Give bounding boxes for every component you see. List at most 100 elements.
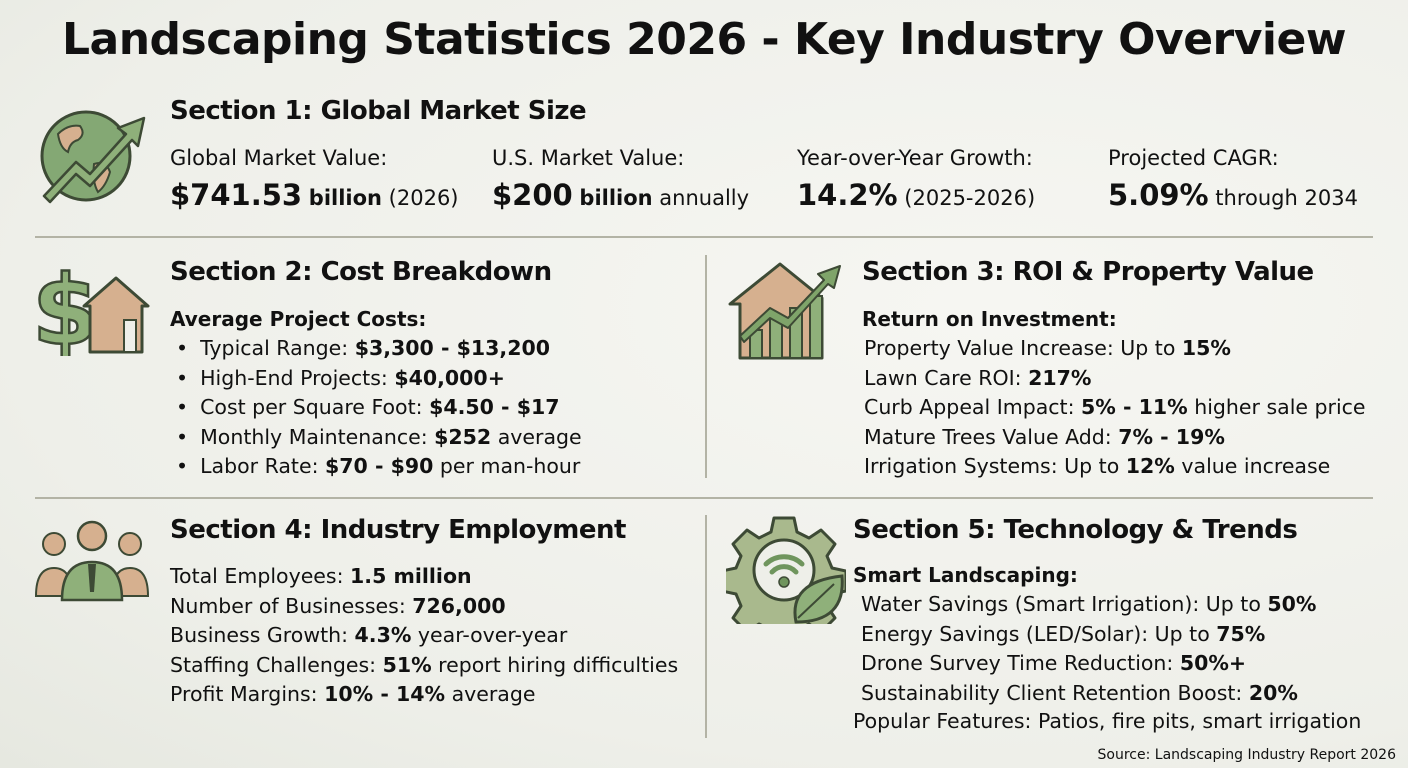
item-label: Drone Survey Time Reduction: <box>861 651 1180 676</box>
item-label: Monthly Maintenance: <box>200 424 435 449</box>
list-item: Labor Rate: $70 - $90 per man-hour <box>176 452 582 482</box>
item-value: 1.5 million <box>350 564 472 588</box>
item-value: 50%+ <box>1179 651 1247 676</box>
item-label: Lawn Care ROI: <box>864 365 1029 390</box>
item-label: Labor Rate: <box>200 454 326 479</box>
item-label: Staffing Challenges: <box>170 652 383 677</box>
section4-heading: Section 4: Industry Employment <box>170 515 626 545</box>
item-value: 75% <box>1216 621 1266 646</box>
section5-heading: Section 5: Technology & Trends <box>853 515 1298 545</box>
stat-value: 14.2% (2025-2026) <box>797 178 1035 212</box>
stat-value: $200 billion annually <box>492 178 749 212</box>
list-item: Energy Savings (LED/Solar): Up to 75% <box>861 620 1316 650</box>
divider <box>35 497 1373 499</box>
stat-label: Year-over-Year Growth: <box>797 146 1033 170</box>
item-label: High-End Projects: <box>200 365 395 390</box>
list-item: Profit Margins: 10% - 14% average <box>170 680 678 710</box>
stat-note: annually <box>659 186 750 210</box>
item-value: 51% <box>382 652 432 677</box>
stat-label: Projected CAGR: <box>1108 146 1279 170</box>
item-label: Total Employees: <box>170 564 351 588</box>
section2-heading: Section 2: Cost Breakdown <box>170 257 552 287</box>
globe-growth-arrow-icon <box>40 110 146 204</box>
list-item: Sustainability Client Retention Boost: 2… <box>861 679 1316 709</box>
item-value: 4.3% <box>354 623 412 648</box>
source-note: Source: Landscaping Industry Report 2026 <box>1097 747 1396 763</box>
house-bar-chart-icon <box>728 262 841 360</box>
item-value: 12% <box>1125 454 1175 479</box>
dollar-house-icon: $ <box>32 256 150 356</box>
item-suffix: per man-hour <box>433 454 581 479</box>
item-label: Sustainability Client Retention Boost: <box>861 680 1249 705</box>
stat-value: 5.09% through 2034 <box>1108 178 1358 212</box>
item-suffix: average <box>445 682 536 707</box>
list-item: Irrigation Systems: Up to 12% value incr… <box>864 452 1366 482</box>
item-label: Property Value Increase: Up to <box>864 336 1182 360</box>
item-value: $252 <box>434 424 492 449</box>
list-item: Cost per Square Foot: $4.50 - $17 <box>176 393 582 423</box>
section5-subheading: Smart Landscaping: <box>853 563 1078 587</box>
item-label: Business Growth: <box>170 623 355 648</box>
item-value: 20% <box>1248 680 1298 705</box>
item-value: 50% <box>1267 592 1317 616</box>
item-value: 7% - 19% <box>1118 424 1225 449</box>
section1-heading: Section 1: Global Market Size <box>170 96 587 126</box>
gear-wifi-leaf-icon <box>726 516 846 624</box>
list-item: Curb Appeal Impact: 5% - 11% higher sale… <box>864 393 1366 423</box>
stat-number: $200 <box>492 178 573 212</box>
stat-unit: billion <box>579 186 653 210</box>
item-suffix: average <box>491 424 582 449</box>
stat-note: (2026) <box>388 186 459 210</box>
stat-number: 14.2% <box>797 178 898 212</box>
item-label: Profit Margins: <box>170 682 325 707</box>
item-label: Irrigation Systems: Up to <box>864 454 1126 479</box>
list-item: Business Growth: 4.3% year-over-year <box>170 621 678 651</box>
item-value: 15% <box>1181 336 1231 360</box>
item-label: Energy Savings (LED/Solar): Up to <box>861 621 1217 646</box>
item-suffix: value increase <box>1174 454 1331 479</box>
item-value: $4.50 - $17 <box>429 395 560 420</box>
people-group-icon <box>34 520 150 602</box>
list-item: Drone Survey Time Reduction: 50%+ <box>861 649 1316 679</box>
stat-unit: billion <box>308 186 382 210</box>
list-item: Water Savings (Smart Irrigation): Up to … <box>861 590 1316 620</box>
item-suffix: report hiring difficulties <box>431 652 679 677</box>
section3-subheading: Return on Investment: <box>862 307 1117 331</box>
divider <box>35 236 1373 238</box>
item-label: Water Savings (Smart Irrigation): Up to <box>861 592 1268 616</box>
divider <box>705 255 707 478</box>
item-label: Cost per Square Foot: <box>200 395 430 420</box>
list-item: Monthly Maintenance: $252 average <box>176 423 582 453</box>
item-label: Curb Appeal Impact: <box>864 395 1082 420</box>
section5-footer: Popular Features: Patios, fire pits, sma… <box>853 709 1362 733</box>
stat-value: $741.53 billion (2026) <box>170 178 459 212</box>
list-item: Total Employees: 1.5 million <box>170 562 678 592</box>
stat-note: through 2034 <box>1215 186 1358 210</box>
item-value: 10% - 14% <box>324 682 446 707</box>
stat-number: $741.53 <box>170 178 303 212</box>
item-value: $3,300 - $13,200 <box>354 336 550 360</box>
item-value: $70 - $90 <box>325 454 434 479</box>
stat-label: Global Market Value: <box>170 146 388 170</box>
stat-number: 5.09% <box>1108 178 1209 212</box>
list-item: Typical Range: $3,300 - $13,200 <box>176 334 582 364</box>
page-title: Landscaping Statistics 2026 - Key Indust… <box>62 14 1347 65</box>
item-suffix: year-over-year <box>411 623 568 648</box>
stat-note: (2025-2026) <box>904 186 1036 210</box>
list-item: Property Value Increase: Up to 15% <box>864 334 1366 364</box>
item-value: $40,000+ <box>394 365 505 390</box>
item-value: 217% <box>1028 365 1092 390</box>
list-item: Number of Businesses: 726,000 <box>170 592 678 622</box>
item-value: 5% - 11% <box>1081 395 1188 420</box>
item-label: Typical Range: <box>200 336 355 360</box>
divider <box>705 515 707 738</box>
list-item: High-End Projects: $40,000+ <box>176 364 582 394</box>
list-item: Lawn Care ROI: 217% <box>864 364 1366 394</box>
item-value: 726,000 <box>412 593 506 618</box>
list-item: Staffing Challenges: 51% report hiring d… <box>170 651 678 681</box>
list-item: Mature Trees Value Add: 7% - 19% <box>864 423 1366 453</box>
section2-subheading: Average Project Costs: <box>170 307 427 331</box>
item-label: Number of Businesses: <box>170 593 413 618</box>
stat-label: U.S. Market Value: <box>492 146 685 170</box>
section3-heading: Section 3: ROI & Property Value <box>862 257 1314 287</box>
